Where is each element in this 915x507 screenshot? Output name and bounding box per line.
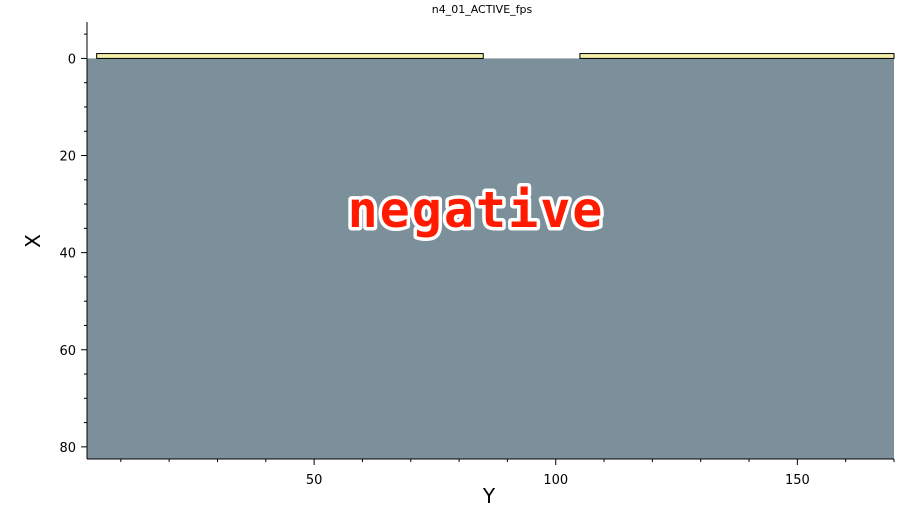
x-tick-label: 100 (543, 473, 568, 488)
axes (86, 22, 894, 460)
y-tick-label: 40 (59, 247, 76, 262)
x-tick-label: 50 (306, 473, 323, 488)
heatmap-regions (87, 53, 895, 460)
negative-overlay-text: negative (348, 181, 605, 239)
x-tick-label: 150 (785, 473, 810, 488)
x-ticks: 50 100 150 (120, 459, 895, 488)
x-axis-label: Y (482, 484, 496, 507)
y-axis-label: X (21, 234, 45, 248)
y-tick-label: 80 (59, 441, 76, 456)
heatmap-region-0 (87, 58, 894, 460)
y-tick-label: 0 (68, 52, 76, 67)
heatmap-region-2 (579, 53, 895, 59)
y-tick-label: 60 (59, 344, 76, 359)
heatmap-region-1 (96, 53, 484, 59)
y-tick-label: 20 (59, 150, 76, 165)
chart-title: n4_01_ACTIVE_fps (432, 3, 533, 16)
y-ticks: 0 20 40 60 80 (59, 33, 87, 456)
